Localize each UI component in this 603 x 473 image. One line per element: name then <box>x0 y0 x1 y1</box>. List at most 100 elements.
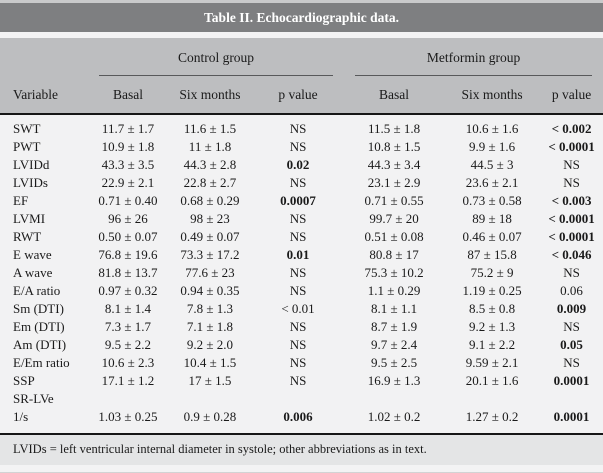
m-basal-cell: 9.5 ± 2.5 <box>344 354 445 372</box>
variable-cell: A wave <box>0 264 88 282</box>
m-basal-cell: 1.02 ± 0.2 <box>344 408 445 433</box>
m-basal-cell: 23.1 ± 2.9 <box>344 174 445 192</box>
column-header-metformin-p-value: p value <box>540 77 603 115</box>
c-basal-cell: 81.8 ± 13.7 <box>88 264 168 282</box>
table-row: A wave 81.8 ± 13.7 77.6 ± 23 NS 75.3 ± 10.2 7… <box>0 264 603 282</box>
table-row: RWT 0.50 ± 0.07 0.49 ± 0.07 NS 0.51 ± 0.08 0.… <box>0 228 603 246</box>
m-p-cell: NS <box>540 354 603 372</box>
m-six-cell: 89 ± 18 <box>444 210 541 228</box>
m-basal-cell: 0.71 ± 0.55 <box>344 192 445 210</box>
c-p-cell: 0.01 <box>252 246 345 264</box>
m-six-cell: 1.27 ± 0.2 <box>444 408 541 433</box>
table-title: Table II. Echocardiographic data. <box>204 9 399 25</box>
title-gap <box>0 32 603 38</box>
table-row: SR-LVe <box>0 390 603 408</box>
table-row: E/Em ratio 10.6 ± 2.3 10.4 ± 1.5 NS 9.5 ± 2.… <box>0 354 603 372</box>
c-six-cell: 0.94 ± 0.35 <box>168 282 252 300</box>
m-six-cell: 9.9 ± 1.6 <box>444 138 541 156</box>
m-basal-cell: 80.8 ± 17 <box>344 246 445 264</box>
c-basal-cell: 43.3 ± 3.5 <box>88 156 168 174</box>
table-row: Em (DTI) 7.3 ± 1.7 7.1 ± 1.8 NS 8.7 ± 1.9 9.2… <box>0 318 603 336</box>
m-six-cell: 20.1 ± 1.6 <box>444 372 541 390</box>
m-p-cell: 0.05 <box>540 336 603 354</box>
table-row: LVMI 96 ± 26 98 ± 23 NS 99.7 ± 20 89 ± 18 < 0.… <box>0 210 603 228</box>
m-basal-cell: 11.5 ± 1.8 <box>344 114 445 138</box>
c-basal-cell: 10.9 ± 1.8 <box>88 138 168 156</box>
table-row: EF 0.71 ± 0.40 0.68 ± 0.29 0.0007 0.71 ± 0.5… <box>0 192 603 210</box>
column-header-variable: Variable <box>0 77 88 115</box>
m-basal-cell: 8.7 ± 1.9 <box>344 318 445 336</box>
table-header: Control group Metformin group Variable B… <box>0 38 603 115</box>
m-six-cell: 44.5 ± 3 <box>444 156 541 174</box>
m-basal-cell: 99.7 ± 20 <box>344 210 445 228</box>
column-header-control-p-value: p value <box>252 77 345 115</box>
m-p-cell: NS <box>540 156 603 174</box>
column-header-control-six-months: Six months <box>168 77 252 115</box>
table-footnote: LVIDs = left ventricular internal diamet… <box>0 433 603 465</box>
table-row: Sm (DTI) 8.1 ± 1.4 7.8 ± 1.3 < 0.01 8.1 ± 1.… <box>0 300 603 318</box>
c-six-cell <box>168 390 252 408</box>
m-p-cell: < 0.046 <box>540 246 603 264</box>
c-p-cell: NS <box>252 336 345 354</box>
variable-cell: Em (DTI) <box>0 318 88 336</box>
m-six-cell: 9.59 ± 2.1 <box>444 354 541 372</box>
c-basal-cell: 0.50 ± 0.07 <box>88 228 168 246</box>
c-six-cell: 0.49 ± 0.07 <box>168 228 252 246</box>
c-basal-cell: 0.71 ± 0.40 <box>88 192 168 210</box>
m-six-cell: 8.5 ± 0.8 <box>444 300 541 318</box>
c-six-cell: 9.2 ± 2.0 <box>168 336 252 354</box>
variable-cell: PWT <box>0 138 88 156</box>
variable-cell: E/Em ratio <box>0 354 88 372</box>
echocardiographic-table: Control group Metformin group Variable B… <box>0 38 603 433</box>
column-header-metformin-basal: Basal <box>344 77 445 115</box>
m-p-cell: 0.0001 <box>540 372 603 390</box>
c-six-cell: 11 ± 1.8 <box>168 138 252 156</box>
table-title-bar: Table II. Echocardiographic data. <box>0 3 603 32</box>
m-p-cell: < 0.0001 <box>540 228 603 246</box>
c-basal-cell: 1.03 ± 0.25 <box>88 408 168 433</box>
m-p-cell: < 0.0001 <box>540 138 603 156</box>
c-six-cell: 77.6 ± 23 <box>168 264 252 282</box>
m-p-cell: < 0.003 <box>540 192 603 210</box>
c-basal-cell: 9.5 ± 2.2 <box>88 336 168 354</box>
c-basal-cell: 76.8 ± 19.6 <box>88 246 168 264</box>
m-p-cell: < 0.002 <box>540 114 603 138</box>
table-row: SWT 11.7 ± 1.7 11.6 ± 1.5 NS 11.5 ± 1.8 10.6 … <box>0 114 603 138</box>
bottom-gap <box>0 465 603 472</box>
variable-cell: Am (DTI) <box>0 336 88 354</box>
m-p-cell: NS <box>540 318 603 336</box>
table-row: E wave 76.8 ± 19.6 73.3 ± 17.2 0.01 80.8 ± 1… <box>0 246 603 264</box>
c-p-cell: NS <box>252 114 345 138</box>
m-p-cell: 0.06 <box>540 282 603 300</box>
table-row: LVIDd 43.3 ± 3.5 44.3 ± 2.8 0.02 44.3 ± 3.4 4… <box>0 156 603 174</box>
m-p-cell: 0.0001 <box>540 408 603 433</box>
variable-cell: Sm (DTI) <box>0 300 88 318</box>
c-basal-cell: 7.3 ± 1.7 <box>88 318 168 336</box>
m-basal-cell <box>344 390 445 408</box>
m-six-cell: 10.6 ± 1.6 <box>444 114 541 138</box>
m-basal-cell: 1.1 ± 0.29 <box>344 282 445 300</box>
variable-cell: LVIDs <box>0 174 88 192</box>
c-six-cell: 44.3 ± 2.8 <box>168 156 252 174</box>
m-basal-cell: 8.1 ± 1.1 <box>344 300 445 318</box>
table-row: SSP 17.1 ± 1.2 17 ± 1.5 NS 16.9 ± 1.3 20.1 ± … <box>0 372 603 390</box>
c-six-cell: 22.8 ± 2.7 <box>168 174 252 192</box>
c-p-cell: NS <box>252 372 345 390</box>
table-row: LVIDs 22.9 ± 2.1 22.8 ± 2.7 NS 23.1 ± 2.9 23.… <box>0 174 603 192</box>
control-group-header: Control group <box>88 38 345 77</box>
variable-cell: RWT <box>0 228 88 246</box>
c-six-cell: 73.3 ± 17.2 <box>168 246 252 264</box>
variable-cell: SWT <box>0 114 88 138</box>
group-header-row: Control group Metformin group <box>0 38 603 77</box>
control-group-label: Control group <box>99 50 334 76</box>
c-basal-cell: 96 ± 26 <box>88 210 168 228</box>
c-p-cell: NS <box>252 210 345 228</box>
c-six-cell: 7.1 ± 1.8 <box>168 318 252 336</box>
m-basal-cell: 44.3 ± 3.4 <box>344 156 445 174</box>
m-six-cell: 9.1 ± 2.2 <box>444 336 541 354</box>
metformin-group-header: Metformin group <box>344 38 603 77</box>
table-row: 1/s 1.03 ± 0.25 0.9 ± 0.28 0.006 1.02 ± 0.2 1… <box>0 408 603 433</box>
c-p-cell: NS <box>252 282 345 300</box>
c-p-cell: NS <box>252 264 345 282</box>
